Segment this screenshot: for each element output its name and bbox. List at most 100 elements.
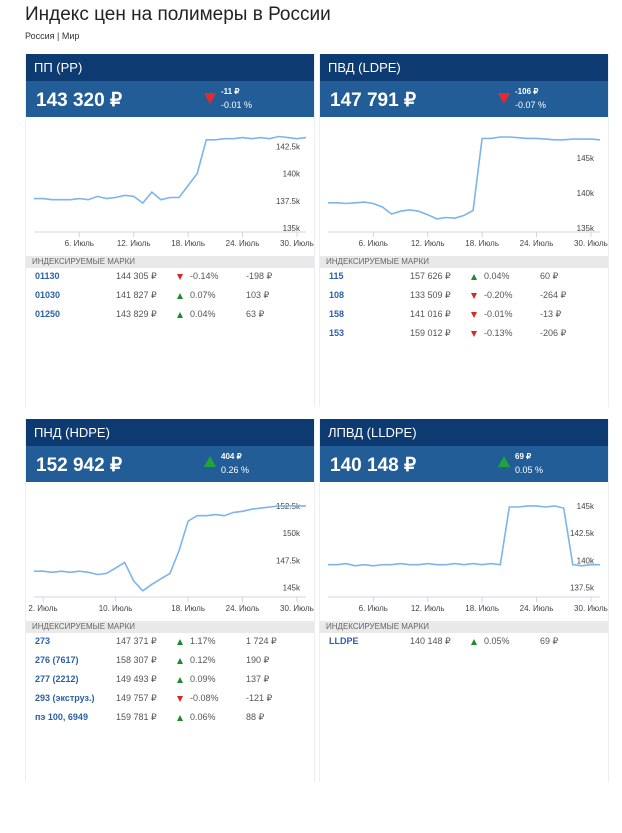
- change-absolute: 404 ₽: [221, 452, 242, 461]
- grade-link[interactable]: 108: [329, 290, 345, 300]
- region-switch[interactable]: Россия | Мир: [25, 31, 80, 41]
- series-line[interactable]: [34, 135, 307, 205]
- x-tick-label: 24. Июль: [520, 604, 554, 613]
- x-tick-label: 12. Июль: [411, 604, 445, 613]
- grade-change-percent: 0.09%: [190, 674, 216, 684]
- y-tick-label: 145k: [577, 502, 595, 511]
- x-tick-label: 30. Июль: [280, 239, 314, 248]
- y-tick-label: 135k: [283, 224, 301, 233]
- grade-price: 140 148 ₽: [410, 636, 451, 646]
- grade-change-absolute: -13 ₽: [540, 309, 562, 319]
- grade-change-percent: -0.14%: [190, 271, 219, 281]
- price-chart[interactable]: 135k 137.5k 140k 142.5k 6. Июль 12. Июль 18. И…: [26, 124, 314, 254]
- grade-price: 141 827 ₽: [116, 290, 157, 300]
- y-tick-label: 145k: [577, 154, 595, 163]
- grade-change-absolute: 1 724 ₽: [246, 636, 277, 646]
- price-bar: 147 791 ₽ -106 ₽ -0.07 %: [320, 81, 608, 117]
- grade-change-absolute: -198 ₽: [246, 271, 273, 281]
- price-chart[interactable]: 145k 147.5k 150k 152.5k 2. Июль 10. Июль 18. И…: [26, 489, 314, 619]
- y-tick-label: 135k: [577, 224, 595, 233]
- arrow-down-icon: [471, 293, 477, 299]
- grade-change-absolute: 190 ₽: [246, 655, 270, 665]
- price-chart[interactable]: 137.5k 140k 142.5k 145k 6. Июль 12. Июль 18. И…: [320, 489, 608, 619]
- x-tick-label: 18. Июль: [465, 604, 499, 613]
- card-title[interactable]: ПП (PP): [26, 54, 314, 81]
- index-card: ПВД (LDPE) 147 791 ₽ -106 ₽ -0.07 % 135k…: [319, 54, 609, 407]
- card-title[interactable]: ЛПВД (LLDPE): [320, 419, 608, 446]
- grade-link[interactable]: 01030: [35, 290, 61, 300]
- grade-change-percent: 0.06%: [190, 712, 216, 722]
- x-tick-label: 24. Июль: [226, 604, 260, 613]
- grade-link[interactable]: 158: [329, 309, 345, 319]
- arrow-down-icon: [498, 93, 510, 104]
- table-row: 108 133 509 ₽ -0.20% -264 ₽: [320, 290, 608, 304]
- grade-change-percent: 1.17%: [190, 636, 216, 646]
- grade-change-percent: 0.04%: [190, 309, 216, 319]
- x-tick-label: 2. Июль: [28, 604, 57, 613]
- x-tick-label: 12. Июль: [117, 239, 151, 248]
- y-tick-label: 137.5k: [570, 584, 595, 593]
- grade-link[interactable]: LLDPE: [329, 636, 359, 646]
- series-line[interactable]: [328, 505, 600, 567]
- grade-change-absolute: -206 ₽: [540, 328, 567, 338]
- grade-link[interactable]: 01130: [35, 271, 60, 281]
- table-row: 115 157 626 ₽ 0.04% 60 ₽: [320, 271, 608, 285]
- change-percent: -0.07 %: [515, 100, 547, 110]
- index-card: ПНД (HDPE) 152 942 ₽ 404 ₽ 0.26 % 145k 14…: [25, 419, 315, 782]
- grade-link[interactable]: 115: [329, 271, 344, 281]
- grade-link[interactable]: 276 (7617): [35, 655, 79, 665]
- y-tick-label: 142.5k: [570, 529, 595, 538]
- grade-change-percent: 0.04%: [484, 271, 510, 281]
- price-bar: 140 148 ₽ 69 ₽ 0.05 %: [320, 446, 608, 482]
- grade-link[interactable]: 153: [329, 328, 345, 338]
- grade-price: 149 757 ₽: [116, 693, 157, 703]
- arrow-up-icon: [177, 293, 183, 299]
- grade-link[interactable]: 273: [35, 636, 51, 646]
- grade-price: 143 829 ₽: [116, 309, 157, 319]
- x-tick-label: 10. Июль: [99, 604, 133, 613]
- table-row: пэ 100, 6949 159 781 ₽ 0.06% 88 ₽: [26, 712, 314, 726]
- arrow-down-icon: [177, 274, 183, 280]
- x-tick-label: 18. Июль: [171, 239, 205, 248]
- page-title: Индекс цен на полимеры в России: [25, 4, 331, 25]
- grade-change-absolute: -264 ₽: [540, 290, 567, 300]
- grade-price: 141 016 ₽: [410, 309, 451, 319]
- grade-link[interactable]: 293 (экструз.): [35, 693, 95, 703]
- grade-link[interactable]: пэ 100, 6949: [35, 712, 88, 722]
- table-row: 276 (7617) 158 307 ₽ 0.12% 190 ₽: [26, 655, 314, 669]
- grade-change-absolute: -121 ₽: [246, 693, 273, 703]
- table-row: 01130 144 305 ₽ -0.14% -198 ₽: [26, 271, 314, 285]
- grade-change-percent: -0.08%: [190, 693, 219, 703]
- x-tick-label: 24. Июль: [520, 239, 554, 248]
- arrow-down-icon: [471, 312, 477, 318]
- change-percent: 0.05 %: [515, 465, 544, 475]
- grade-change-absolute: 88 ₽: [246, 712, 265, 722]
- series-line[interactable]: [328, 136, 601, 220]
- y-tick-label: 137.5k: [276, 197, 301, 206]
- grade-change-percent: -0.01%: [484, 309, 513, 319]
- price-chart[interactable]: 135k 140k 145k 6. Июль 12. Июль 18. Июль 24. И…: [320, 124, 608, 254]
- grade-link[interactable]: 277 (2212): [35, 674, 79, 684]
- grade-price: 147 371 ₽: [116, 636, 157, 646]
- card-title[interactable]: ПВД (LDPE): [320, 54, 608, 81]
- arrow-down-icon: [471, 331, 477, 337]
- change-absolute: -106 ₽: [515, 87, 539, 96]
- table-row: 158 141 016 ₽ -0.01% -13 ₽: [320, 309, 608, 323]
- card-title[interactable]: ПНД (HDPE): [26, 419, 314, 446]
- grade-price: 157 626 ₽: [410, 271, 451, 281]
- x-tick-label: 30. Июль: [280, 604, 314, 613]
- index-section-title: ИНДЕКСИРУЕМЫЕ МАРКИ: [26, 256, 314, 268]
- series-line[interactable]: [34, 505, 306, 592]
- x-tick-label: 30. Июль: [574, 239, 608, 248]
- x-tick-label: 6. Июль: [65, 239, 94, 248]
- grade-change-percent: 0.05%: [484, 636, 510, 646]
- index-card: ЛПВД (LLDPE) 140 148 ₽ 69 ₽ 0.05 % 137.5…: [319, 419, 609, 782]
- y-tick-label: 140k: [283, 170, 301, 179]
- grade-link[interactable]: 01250: [35, 309, 61, 319]
- y-tick-label: 150k: [283, 529, 301, 538]
- arrow-up-icon: [204, 456, 216, 467]
- arrow-up-icon: [471, 639, 477, 645]
- arrow-up-icon: [177, 658, 183, 664]
- grade-change-absolute: 137 ₽: [246, 674, 270, 684]
- y-tick-label: 147.5k: [276, 556, 301, 565]
